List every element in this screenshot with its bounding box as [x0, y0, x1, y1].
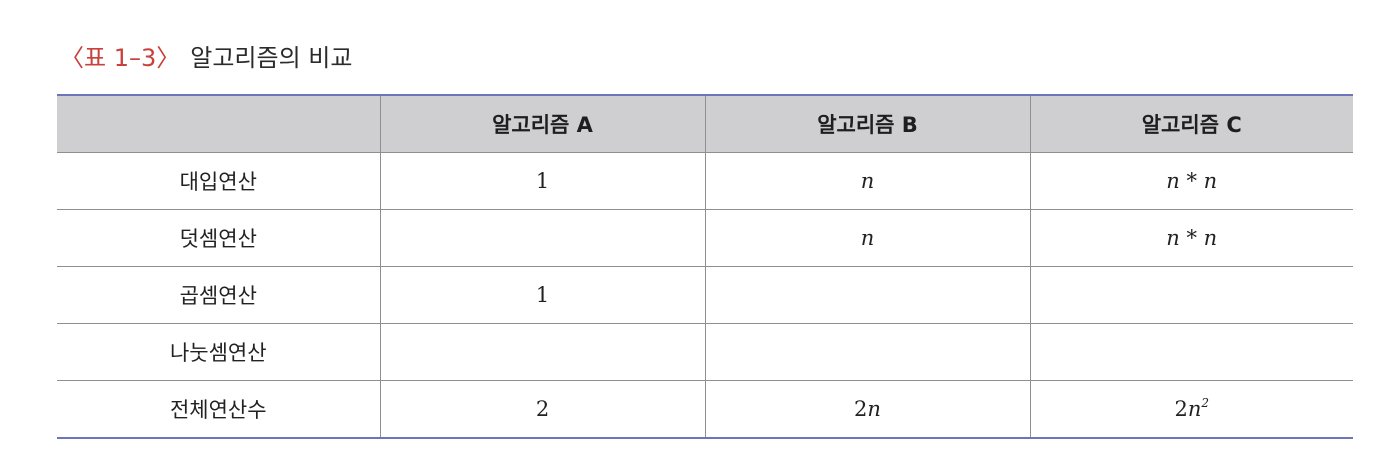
header-cell-algorithm-c: 알고리즘 C — [1029, 94, 1353, 153]
table-cell — [379, 209, 705, 267]
table-cell: n — [704, 152, 1030, 210]
table-cell — [704, 323, 1030, 381]
coefficient: 2 — [854, 397, 868, 421]
header-cell-algorithm-b: 알고리즘 B — [704, 94, 1030, 153]
table-cell — [1029, 323, 1353, 381]
row-label: 전체연산수 — [57, 380, 380, 439]
variable: n — [867, 397, 881, 421]
table-cell: 1 — [379, 266, 705, 324]
caption-label: 〈표 1–3〉 — [60, 44, 181, 72]
header-cell-corner — [57, 94, 380, 153]
variable: n — [1187, 397, 1202, 421]
row-label: 덧셈연산 — [57, 209, 380, 267]
table-cell — [1029, 266, 1353, 324]
caption-title: 알고리즘의 비교 — [190, 44, 353, 72]
coefficient: 2 — [1174, 397, 1188, 421]
table-cell: 2 — [379, 380, 705, 439]
row-label: 대입연산 — [57, 152, 380, 210]
table-cell-expression: 2n — [704, 380, 1030, 439]
algorithm-comparison-table: 알고리즘 A 알고리즘 B 알고리즘 C 대입연산 1 n n * n 덧셈연산… — [57, 94, 1353, 439]
table-cell: n * n — [1029, 209, 1353, 267]
table-row: 대입연산 1 n n * n — [57, 152, 1353, 210]
table-row: 곱셈연산 1 — [57, 266, 1353, 324]
table-row: 덧셈연산 n n * n — [57, 209, 1353, 267]
table-cell — [379, 323, 705, 381]
row-label: 나눗셈연산 — [57, 323, 380, 381]
header-row: 알고리즘 A 알고리즘 B 알고리즘 C — [57, 94, 1353, 153]
table-row: 나눗셈연산 — [57, 323, 1353, 381]
table-cell: n — [704, 209, 1030, 267]
table-caption: 〈표 1–3〉 알고리즘의 비교 — [60, 42, 352, 74]
table-cell — [704, 266, 1030, 324]
row-label: 곱셈연산 — [57, 266, 380, 324]
table-cell: n * n — [1029, 152, 1353, 210]
exponent: 2 — [1201, 396, 1210, 410]
table-cell-expression: 2n2 — [1029, 380, 1353, 439]
table-cell: 1 — [379, 152, 705, 210]
header-cell-algorithm-a: 알고리즘 A — [379, 94, 705, 153]
table-row-total: 전체연산수 2 2n 2n2 — [57, 380, 1353, 439]
